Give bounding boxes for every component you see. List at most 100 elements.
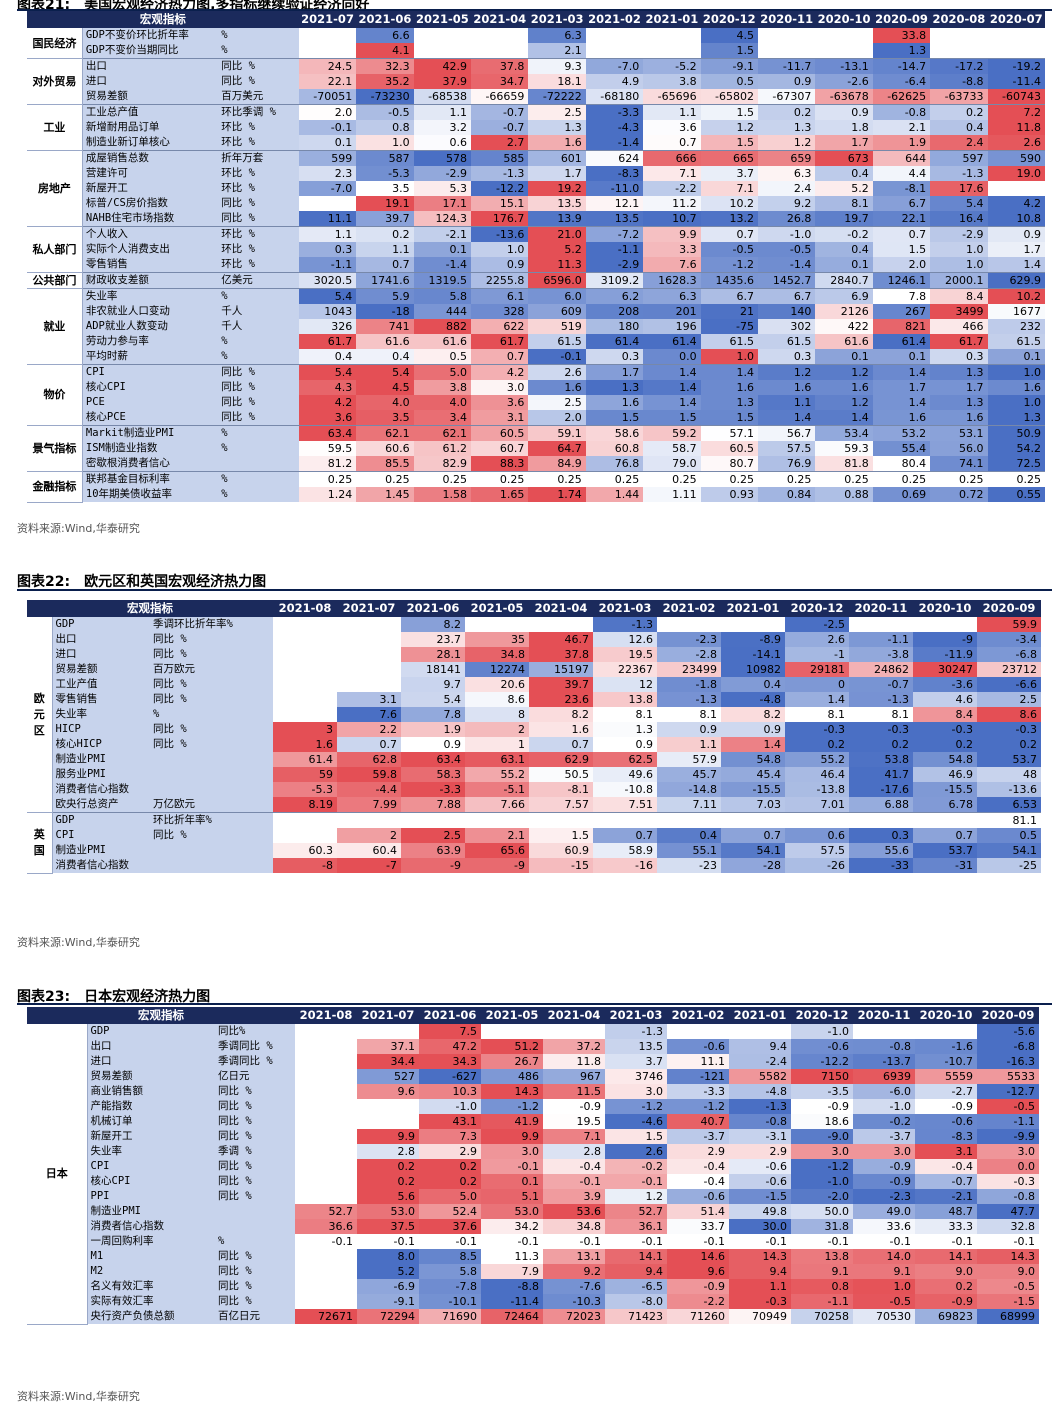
value-cell: 52.7: [605, 1204, 668, 1219]
table-row: 工业 工业总产值 环比季调 % 2.0 -0.5 1.1 -0.7 2.5 -3.3 1.1 1.5…: [27, 104, 1045, 151]
value-cell: 0.2: [757, 104, 816, 120]
value-cell: 4.0: [413, 395, 472, 410]
indicator-unit: 季调 %: [215, 1144, 296, 1159]
value-cell: -14.1: [721, 647, 786, 662]
indicator-unit: 亿日元: [215, 1069, 296, 1084]
indicator-name: NAHB住宅市场指数: [82, 211, 219, 227]
table-row: 出口 季调同比 % 37.1 47.2 51.2 37.2 13.5 -0.6 9.4 -0.6-…: [27, 1039, 1040, 1054]
indicator-unit: 同比%: [215, 1024, 296, 1039]
value-cell: -0.6: [667, 1039, 730, 1054]
value-cell: 20.6: [465, 677, 530, 692]
value-cell: 61.7: [930, 334, 988, 349]
indicator-unit: 同比 %: [215, 1084, 296, 1099]
value-cell: -6.6: [977, 677, 1042, 692]
table-row: HICP 同比 % 3 2.2 1.9 2 1.6 1.3 0.9 0.9 -0.3 -0.3 -0.3…: [27, 722, 1042, 737]
month-header: 2021-01: [643, 11, 701, 28]
table-row: 实际个人消费支出 环比 % 0.3 1.1 0.1 1.0 5.2 -1.1 3.3 -0.5 -0…: [27, 242, 1045, 257]
value-cell: 5.2: [528, 242, 586, 257]
value-cell: 5.8: [419, 1264, 482, 1279]
value-cell: 599: [298, 150, 357, 166]
indicator-unit: 同比 %: [218, 364, 299, 380]
value-cell: 0.2: [977, 737, 1042, 752]
value-cell: -63733: [930, 89, 988, 105]
value-cell: 0: [785, 677, 850, 692]
value-cell: -8: [273, 858, 338, 873]
value-cell: 328: [471, 304, 529, 319]
value-cell: 196: [643, 319, 701, 334]
value-cell: 62.8: [337, 752, 402, 767]
value-cell: [337, 812, 402, 828]
value-cell: 29181: [785, 662, 850, 677]
value-cell: 60.6: [356, 441, 414, 456]
value-cell: -0.4: [543, 1159, 606, 1174]
value-cell: 0.1: [413, 242, 472, 257]
value-cell: -0.1: [419, 1234, 482, 1249]
value-cell: -28: [721, 858, 786, 873]
value-cell: [273, 812, 338, 828]
value-cell: 5.6: [357, 1189, 420, 1204]
value-cell: 201: [643, 304, 701, 319]
value-cell: 1.5: [872, 242, 931, 257]
value-cell: 10.3: [419, 1084, 482, 1099]
value-cell: 2.6: [987, 135, 1045, 151]
value-cell: 3.6: [643, 120, 701, 135]
value-cell: 1.3: [593, 722, 658, 737]
value-cell: 1.2: [700, 120, 758, 135]
value-cell: 0.25: [987, 471, 1045, 487]
value-cell: 54.8: [913, 752, 978, 767]
value-cell: 0.2: [357, 1159, 420, 1174]
group-label: 对外贸易: [27, 58, 83, 105]
indicator-unit: 同比 %: [215, 1114, 296, 1129]
indicator-unit: 同比 %: [218, 395, 299, 410]
indicator-unit: 同比 %: [215, 1264, 296, 1279]
value-cell: 0.88: [815, 487, 873, 502]
value-cell: 0.84: [757, 487, 816, 502]
value-cell: 0.3: [757, 349, 816, 365]
value-cell: 61.7: [471, 334, 529, 349]
value-cell: 53.4: [815, 425, 873, 441]
indicator-name: 密歇根消费者信心: [82, 456, 219, 472]
value-cell: 1.6: [872, 410, 931, 426]
value-cell: 1.4: [757, 410, 816, 426]
value-cell: 14.3: [977, 1249, 1040, 1264]
table-row: 英国 GDP 环比折年率% 81.1: [27, 812, 1042, 874]
value-cell: [930, 43, 988, 59]
value-cell: -0.6: [791, 1039, 854, 1054]
value-cell: -0.1: [528, 349, 586, 365]
indicator-name: 出口: [87, 1039, 215, 1054]
value-cell: 9.2: [757, 196, 816, 211]
value-cell: 85.5: [356, 456, 414, 472]
value-cell: 6.9: [815, 288, 873, 304]
value-cell: -0.3: [977, 1174, 1040, 1189]
indicator-unit: [215, 1219, 296, 1234]
indicator-unit: [150, 767, 274, 782]
value-cell: [273, 707, 338, 722]
value-cell: 1.7: [815, 135, 873, 151]
value-cell: 208: [585, 304, 644, 319]
indicator-name: 贸易差额: [52, 662, 150, 677]
table-row: 物价 CPI 同比 % 5.4 5.4 5.0 4.2 2.6 1.7 1.4 1.4 1.2 1.2 1…: [27, 364, 1045, 426]
value-cell: [413, 28, 472, 43]
value-cell: 0.9: [987, 226, 1045, 242]
value-cell: 61.5: [987, 334, 1045, 349]
value-cell: -8.8: [481, 1279, 544, 1294]
value-cell: 7150: [791, 1069, 854, 1084]
indicator-unit: 同比 %: [218, 380, 299, 395]
value-cell: 0.2: [419, 1159, 482, 1174]
value-cell: 0.8: [356, 120, 414, 135]
group-label: 国民经济: [27, 28, 83, 59]
value-cell: 76.9: [757, 456, 816, 472]
value-cell: 1.4: [721, 737, 786, 752]
value-cell: 81.2: [298, 456, 357, 472]
indicator-unit: 同比 %: [150, 677, 274, 692]
value-cell: 7.88: [401, 797, 466, 813]
value-cell: -5.1: [465, 782, 530, 797]
value-cell: -67307: [757, 89, 816, 105]
indicator-name: ADP就业人数变动: [82, 319, 219, 334]
value-cell: -17.6: [849, 782, 914, 797]
value-cell: -6.4: [872, 74, 931, 89]
month-header: 2021-01: [729, 1007, 792, 1024]
value-cell: [643, 28, 701, 43]
value-cell: 58.9: [593, 843, 658, 858]
value-cell: -15: [529, 858, 594, 873]
